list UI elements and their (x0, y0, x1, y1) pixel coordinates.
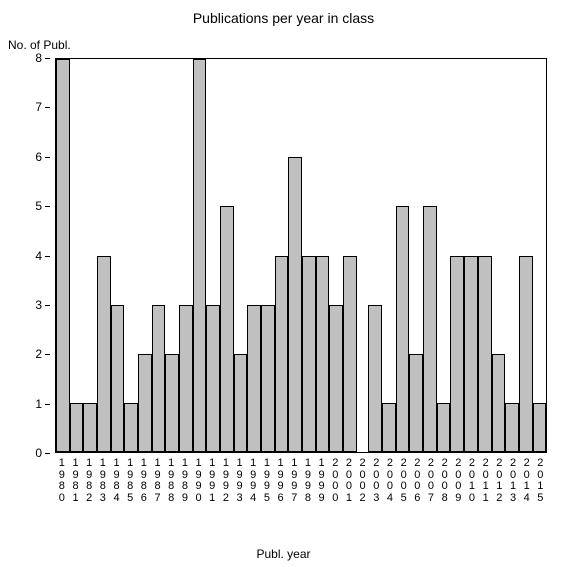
y-tick-label: 2 (35, 347, 42, 361)
x-tick-label: 1987 (151, 455, 165, 504)
bar (409, 354, 423, 452)
y-tick-label: 7 (35, 100, 42, 114)
plot-area (55, 58, 547, 453)
bar (329, 305, 343, 452)
bar (234, 354, 248, 452)
x-tick-label: 2012 (493, 455, 507, 504)
x-axis-label: Publ. year (0, 547, 567, 561)
y-tick-label: 8 (35, 51, 42, 65)
x-tick-label: 1982 (82, 455, 96, 504)
x-tick-label: 1998 (301, 455, 315, 504)
x-tick-label: 1999 (315, 455, 329, 504)
y-axis-label: No. of Publ. (8, 38, 71, 52)
bar (165, 354, 179, 452)
y-tick-mark (45, 58, 50, 59)
x-tick-label: 1992 (219, 455, 233, 504)
bar (450, 256, 464, 453)
y-tick-label: 4 (35, 249, 42, 263)
x-tick-label: 1984 (110, 455, 124, 504)
x-tick-label: 2007 (424, 455, 438, 504)
bar (464, 256, 478, 453)
bar (437, 403, 451, 452)
y-tick-label: 0 (35, 446, 42, 460)
x-tick-label: 1983 (96, 455, 110, 504)
x-tick-label: 1991 (205, 455, 219, 504)
bar (124, 403, 138, 452)
x-tick-label: 2006 (410, 455, 424, 504)
x-tick-label: 2009 (451, 455, 465, 504)
chart-container: Publications per year in class No. of Pu… (0, 0, 567, 567)
bar (152, 305, 166, 452)
y-tick-mark (45, 256, 50, 257)
bar (302, 256, 316, 453)
x-tick-label: 1980 (55, 455, 69, 504)
y-tick-mark (45, 305, 50, 306)
bar (343, 256, 357, 453)
x-tick-label: 2008 (438, 455, 452, 504)
bar (492, 354, 506, 452)
bar (316, 256, 330, 453)
bar (423, 206, 437, 452)
x-ticks: 1980198119821983198419851986198719881989… (55, 455, 547, 504)
y-tick-mark (45, 157, 50, 158)
y-tick-mark (45, 107, 50, 108)
bar (261, 305, 275, 452)
x-tick-label: 1990 (192, 455, 206, 504)
x-tick-label: 2003 (369, 455, 383, 504)
bar (83, 403, 97, 452)
bar (478, 256, 492, 453)
y-tick-label: 1 (35, 397, 42, 411)
x-tick-label: 1994 (246, 455, 260, 504)
bar (111, 305, 125, 452)
bar (179, 305, 193, 452)
x-tick-label: 2014 (520, 455, 534, 504)
y-tick-label: 6 (35, 150, 42, 164)
bar (396, 206, 410, 452)
x-tick-label: 1996 (274, 455, 288, 504)
bars (56, 59, 546, 452)
bar (247, 305, 261, 452)
x-tick-label: 2000 (328, 455, 342, 504)
bar (193, 59, 207, 452)
x-tick-label: 2010 (465, 455, 479, 504)
x-tick-label: 2002 (356, 455, 370, 504)
bar (288, 157, 302, 452)
bar (220, 206, 234, 452)
y-ticks: 012345678 (0, 58, 50, 453)
y-tick-mark (45, 404, 50, 405)
chart-title: Publications per year in class (0, 10, 567, 26)
y-tick-label: 3 (35, 298, 42, 312)
y-tick-label: 5 (35, 199, 42, 213)
x-tick-label: 1989 (178, 455, 192, 504)
x-tick-label: 1993 (233, 455, 247, 504)
bar (97, 256, 111, 453)
x-tick-label: 1986 (137, 455, 151, 504)
y-tick-mark (45, 354, 50, 355)
bar (519, 256, 533, 453)
x-tick-label: 1985 (123, 455, 137, 504)
x-tick-label: 2001 (342, 455, 356, 504)
bar (368, 305, 382, 452)
bar (138, 354, 152, 452)
bar (382, 403, 396, 452)
bar (206, 305, 220, 452)
x-tick-label: 1997 (287, 455, 301, 504)
bar (505, 403, 519, 452)
x-tick-label: 2005 (397, 455, 411, 504)
x-tick-label: 2013 (506, 455, 520, 504)
x-tick-label: 1988 (164, 455, 178, 504)
y-tick-mark (45, 206, 50, 207)
x-tick-label: 1981 (69, 455, 83, 504)
x-tick-label: 1995 (260, 455, 274, 504)
bar (56, 59, 70, 452)
bar (533, 403, 547, 452)
x-tick-label: 2015 (534, 455, 548, 504)
bar (275, 256, 289, 453)
bar (70, 403, 84, 452)
x-tick-label: 2004 (383, 455, 397, 504)
y-tick-mark (45, 453, 50, 454)
x-tick-label: 2011 (479, 455, 493, 504)
